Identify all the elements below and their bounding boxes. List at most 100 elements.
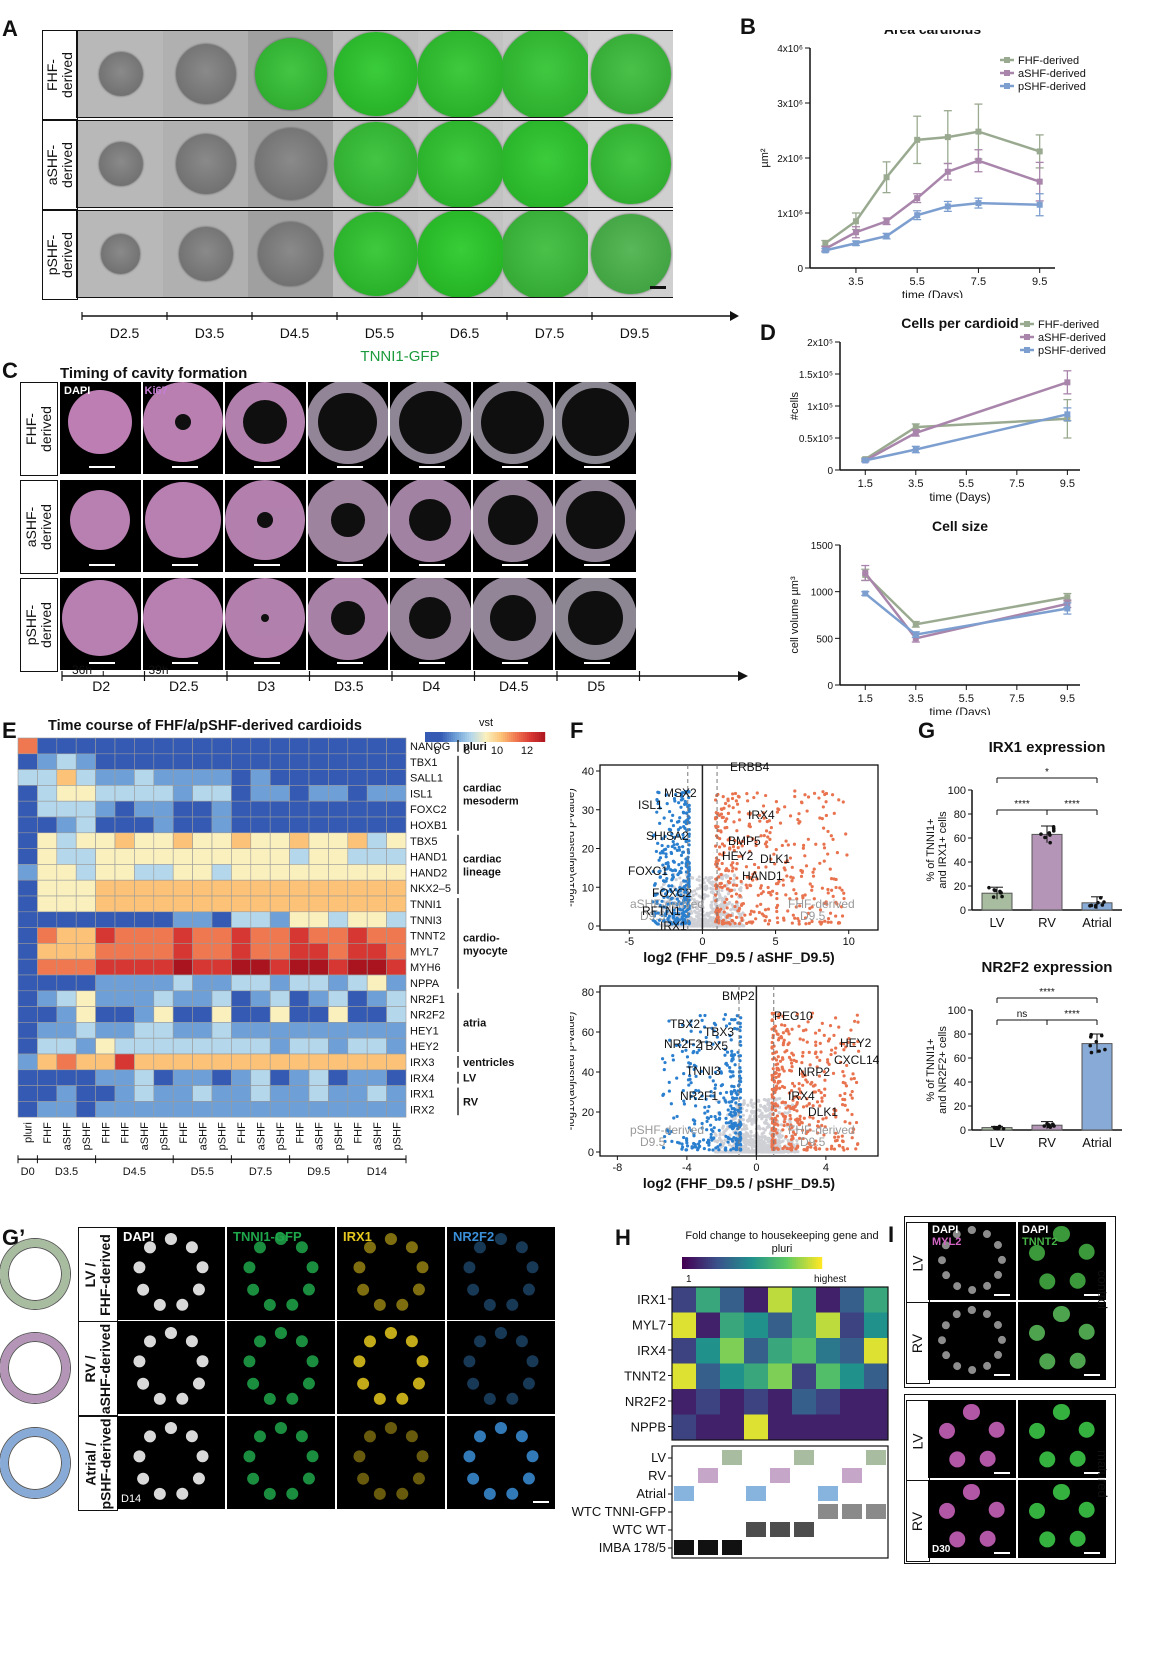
- volcano-point-up: [749, 875, 753, 880]
- data-point: [1064, 605, 1071, 612]
- group-label: atria: [463, 1017, 487, 1029]
- heatmap-cell: [134, 927, 155, 944]
- volcano-point-down: [682, 921, 686, 925]
- volcano-point-down: [669, 1130, 674, 1134]
- heatmap-cell: [37, 1069, 58, 1086]
- heatmap-cell: [347, 769, 368, 786]
- volcano-point-up: [789, 1058, 793, 1062]
- heatmap-cell: [17, 753, 38, 770]
- panel-c-scale-bar: [501, 564, 528, 566]
- panel-a-tile: [588, 31, 673, 117]
- volcano-point-down: [739, 1079, 743, 1084]
- heatmap-cell: [134, 1037, 155, 1055]
- volcano-point-down: [681, 1037, 685, 1042]
- legend-gradient-step: [712, 1257, 715, 1269]
- heatmap-cell: [153, 785, 174, 802]
- volcano-point-up: [786, 909, 790, 913]
- panel-i-group-label-control: control: [1095, 1270, 1110, 1310]
- heatmap-cell: [134, 848, 155, 865]
- volcano-point-up: [831, 1071, 836, 1075]
- heatmap-cell: [95, 1006, 116, 1023]
- meta-label: IMBA 178/5: [599, 1540, 666, 1555]
- panel-i-scale-bar: [994, 1374, 1010, 1376]
- heatmap-cell: [386, 800, 407, 818]
- legend-label: pSHF-derived: [1038, 345, 1106, 357]
- heatmap-cell: [696, 1338, 720, 1364]
- volcano-point-up: [788, 856, 793, 860]
- volcano-point-up: [850, 1096, 854, 1100]
- volcano-point-down: [709, 1094, 713, 1098]
- heatmap-cell: [386, 943, 407, 960]
- volcano-point-up: [717, 921, 721, 925]
- volcano-point-up: [808, 1115, 812, 1119]
- data-point: [975, 200, 982, 207]
- volcano-point-up: [759, 902, 763, 906]
- volcano-point-up: [822, 859, 826, 863]
- heatmap-cell: [153, 769, 174, 786]
- heatmap-cell: [114, 990, 135, 1007]
- volcano-point-up: [717, 867, 721, 871]
- legend-gradient-step: [798, 1257, 801, 1269]
- volcano-point-up: [834, 885, 838, 890]
- volcano-point-ns: [695, 914, 699, 918]
- heatmap-cell: [347, 753, 368, 770]
- volcano-point-up: [776, 1104, 780, 1108]
- data-point: [883, 218, 890, 225]
- heatmap-cell: [172, 1069, 193, 1086]
- volcano-point-up: [788, 897, 792, 901]
- volcano-point-down: [655, 899, 659, 903]
- panel-c-tile: [472, 480, 553, 572]
- volcano-point-up: [787, 1055, 792, 1059]
- volcano-point-ns: [743, 1150, 747, 1154]
- volcano-point-up: [802, 1116, 806, 1120]
- volcano-point-down: [677, 845, 681, 849]
- volcano-point-down: [715, 1035, 719, 1039]
- sig-label: ****: [1064, 1009, 1080, 1020]
- heatmap-cell: [269, 785, 290, 802]
- data-dot: [1052, 1124, 1056, 1128]
- heatmap-cell: [347, 832, 368, 849]
- volcano-point-up: [842, 1148, 846, 1152]
- meta-swatch: [818, 1504, 838, 1519]
- y-axis-label-line2: and NR2F2+ cells: [937, 1026, 949, 1114]
- panel-c-tile: [60, 578, 141, 670]
- volcano-point-down: [670, 911, 675, 916]
- heatmap-cell: [134, 1022, 155, 1039]
- meta-frame: [671, 1445, 889, 1559]
- volcano-point-up: [796, 818, 800, 822]
- heatmap-cell: [366, 737, 387, 755]
- legend-gradient-step: [772, 1257, 775, 1269]
- heatmap-cell: [366, 1022, 387, 1039]
- volcano-point-up: [805, 1104, 809, 1108]
- heatmap-cell: [192, 1085, 213, 1102]
- legend-tick: 8: [464, 745, 470, 757]
- volcano-point-down: [698, 1014, 702, 1018]
- volcano-point-down: [677, 1141, 681, 1145]
- volcano-point-down: [681, 797, 685, 801]
- panel-label-c: C: [2, 358, 18, 383]
- volcano-point-up: [731, 883, 736, 887]
- volcano-point-down: [654, 921, 658, 925]
- heatmap-cell: [134, 769, 155, 786]
- volcano-point-down: [729, 1119, 733, 1123]
- volcano-point-ns: [756, 1108, 761, 1112]
- volcano-point-ns: [766, 1102, 770, 1107]
- volcano-point-up: [780, 843, 784, 848]
- heatmap-cell: [308, 737, 329, 755]
- data-dot: [1094, 1039, 1099, 1044]
- heatmap-cell: [134, 974, 155, 992]
- volcano-point-up: [819, 1050, 823, 1054]
- volcano-point-down: [651, 869, 655, 874]
- heatmap-cell: [134, 864, 155, 881]
- volcano-point-ns: [705, 924, 710, 928]
- heatmap-cell: [75, 911, 96, 928]
- volcano-point-up: [722, 910, 726, 914]
- volcano-point-down: [728, 1034, 732, 1038]
- data-dot: [1093, 905, 1098, 909]
- panel-a-day-label: D9.5: [619, 325, 650, 341]
- data-point: [912, 631, 919, 638]
- volcano-point-down: [730, 1123, 734, 1127]
- volcano-point-up: [735, 862, 739, 866]
- volcano-point-ns: [752, 1109, 756, 1114]
- volcano-point-up: [833, 1016, 838, 1020]
